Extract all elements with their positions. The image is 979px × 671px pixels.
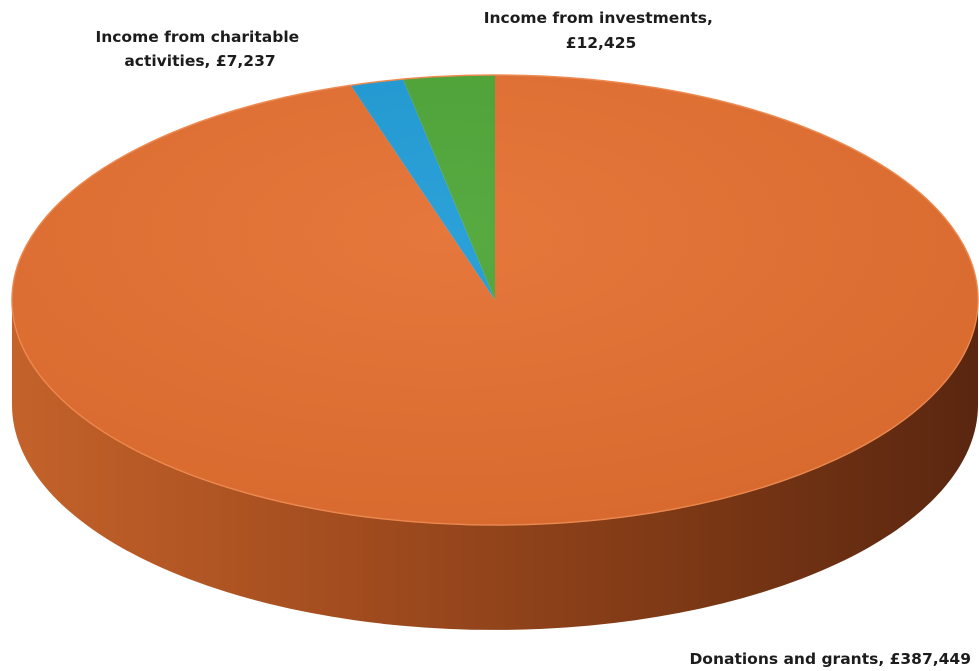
data-label-donations-line1: Donations and grants, £387,449: [689, 650, 971, 668]
data-label-charitable-line1: Income from charitable: [95, 28, 299, 46]
data-label-investments: Income from investments, £12,425: [484, 9, 719, 52]
data-label-charitable-line2: activities, £7,237: [124, 52, 275, 70]
data-label-investments-line2: £12,425: [566, 34, 637, 52]
data-label-investments-line1: Income from investments,: [484, 9, 713, 27]
data-label-charitable: Income from charitable activities, £7,23…: [95, 28, 304, 70]
pie-side-wall: [12, 300, 978, 630]
data-label-donations: Donations and grants, £387,449: [689, 650, 971, 668]
